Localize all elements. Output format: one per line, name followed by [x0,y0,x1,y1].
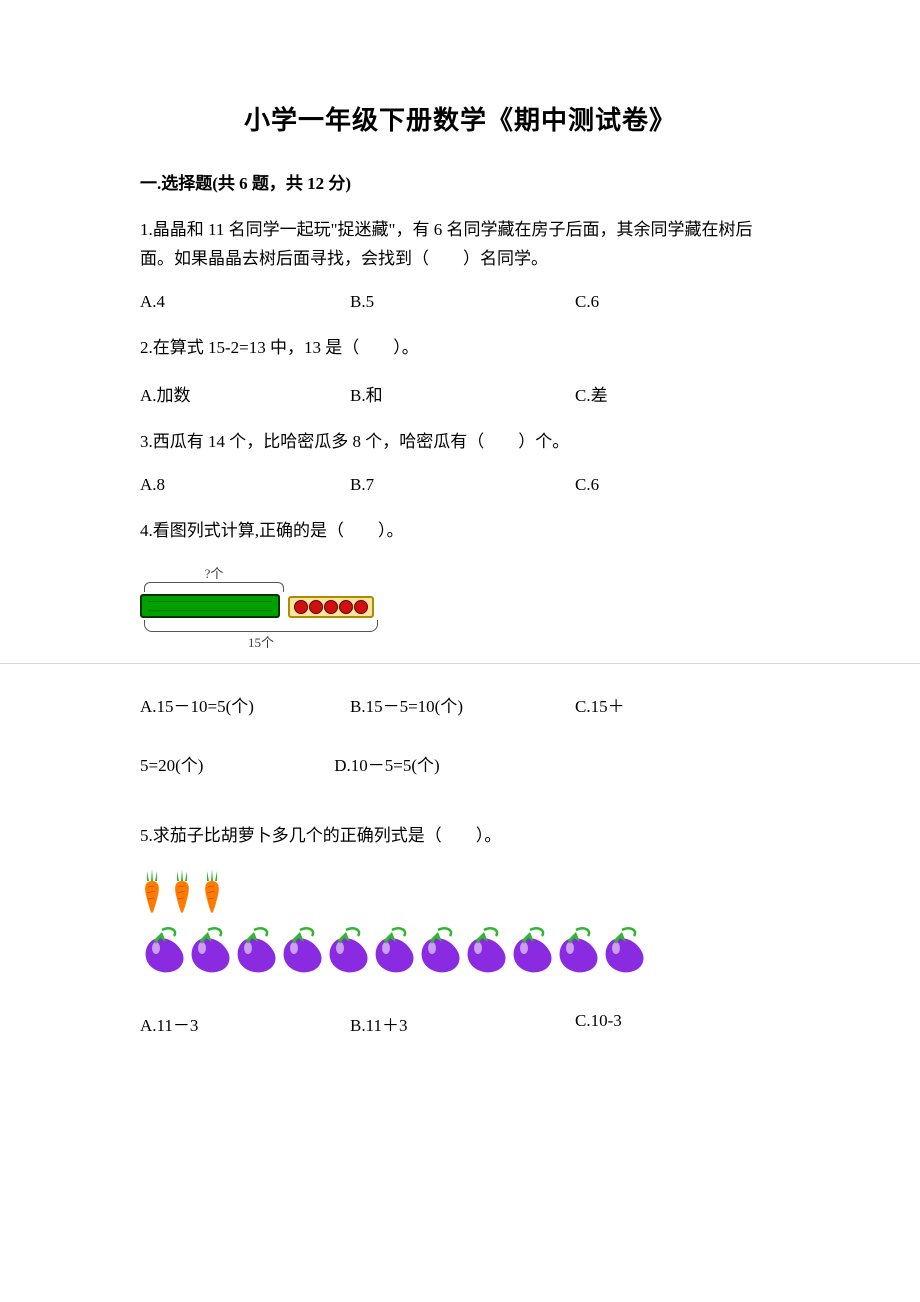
q5-text: 5.求茄子比胡萝卜多几个的正确列式是（ ）。 [140,822,780,851]
q4-brace-top-icon [144,582,284,592]
q5-opt-c: C.10-3 [575,1011,755,1036]
q4-options-row2: 5=20(个) D.10－5=5(个) [140,739,780,793]
eggplant-icon [140,926,186,976]
eggplant-icon [462,926,508,976]
q4-opt-b: B.15－5=10(个) [350,692,575,717]
q5-opt-b: B.11＋3 [350,1011,575,1036]
q1-opt-a: A.4 [140,292,350,312]
q1-text: 1.晶晶和 11 名同学一起玩"捉迷藏"，有 6 名同学藏在房子后面，其余同学藏… [140,216,780,274]
eggplant-icon [416,926,462,976]
eggplant-icon [278,926,324,976]
q4-opt-a: A.15－10=5(个) [140,692,350,717]
q5-figure [140,869,780,981]
q1-opt-c: C.6 [575,292,755,312]
eggplant-icon [324,926,370,976]
q4-figure: ?个 15个 [140,563,780,651]
eggplant-icon [600,926,646,976]
q4-top-label: ?个 [144,563,284,582]
page-title: 小学一年级下册数学《期中测试卷》 [140,100,780,137]
carrot-icon [170,869,194,913]
eggplant-icon [508,926,554,976]
q2-text: 2.在算式 15-2=13 中，13 是（ ）。 [140,334,780,363]
eggplant-icon [554,926,600,976]
q2-opt-a: A.加数 [140,381,350,406]
ball-icon [354,600,368,614]
q4-opt-d: D.10－5=5(个) [334,756,439,775]
q4-text: 4.看图列式计算,正确的是（ ）。 [140,517,780,546]
ball-icon [309,600,323,614]
q4-green-box-icon [140,594,280,618]
q4-opt-c: C.15＋ [575,692,755,717]
section-heading: 一.选择题(共 6 题，共 12 分) [140,169,780,194]
q5-eggplant-row [140,926,780,981]
q3-opt-a: A.8 [140,475,350,495]
q3-opt-c: C.6 [575,475,755,495]
eggplant-icon [370,926,416,976]
q4-opt-c-cont: 5=20(个) [140,739,330,793]
ball-icon [294,600,308,614]
ball-icon [324,600,338,614]
q2-opt-b: B.和 [350,381,575,406]
q2-opt-c: C.差 [575,381,755,406]
q3-options: A.8 B.7 C.6 [140,475,780,495]
q1-options: A.4 B.5 C.6 [140,292,780,312]
q4-brace-bottom-icon [144,620,378,632]
q1-opt-b: B.5 [350,292,575,312]
q3-text: 3.西瓜有 14 个，比哈密瓜多 8 个，哈密瓜有（ ）个。 [140,428,780,457]
carrot-icon [140,869,164,913]
eggplant-icon [232,926,278,976]
page: 小学一年级下册数学《期中测试卷》 一.选择题(共 6 题，共 12 分) 1.晶… [0,0,920,1302]
carrot-icon [200,869,224,913]
q5-carrot-row [140,869,780,918]
q5-options: A.11－3 B.11＋3 C.10-3 [140,1011,780,1036]
q3-opt-b: B.7 [350,475,575,495]
q4-diagram: ?个 15个 [140,563,380,651]
q4-tray-icon [288,596,374,618]
eggplant-icon [186,926,232,976]
q4-options-row1: A.15－10=5(个) B.15－5=10(个) C.15＋ [140,692,780,717]
divider [0,663,920,664]
q4-bottom-label: 15个 [144,632,378,651]
q2-options: A.加数 B.和 C.差 [140,381,780,406]
q5-opt-a: A.11－3 [140,1011,350,1036]
ball-icon [339,600,353,614]
